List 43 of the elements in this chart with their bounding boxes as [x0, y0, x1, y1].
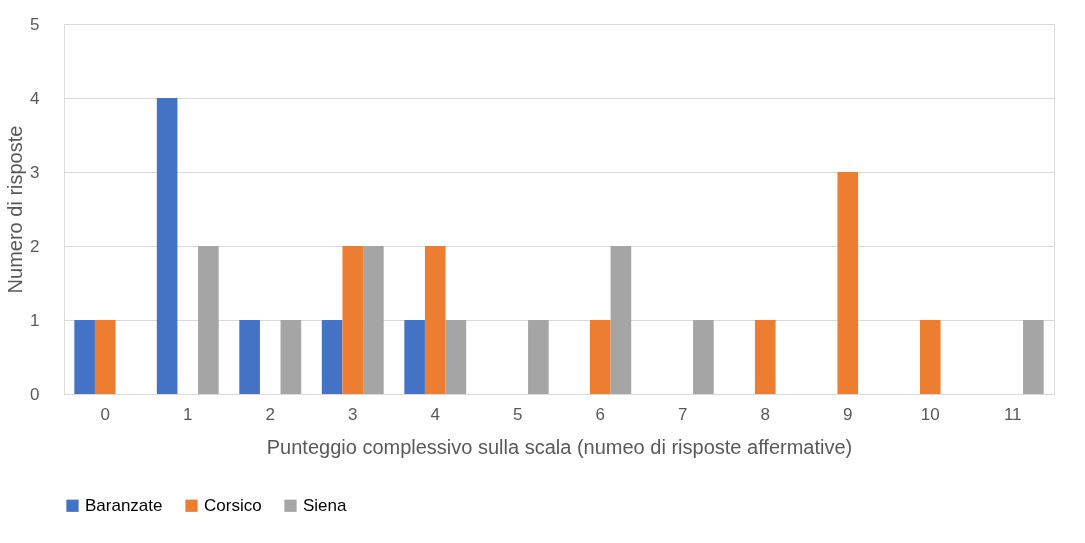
- y-tick-label: 3: [30, 162, 40, 182]
- bar: [342, 246, 364, 394]
- bar: [693, 320, 714, 394]
- x-tick-label: 6: [595, 404, 605, 424]
- bar: [74, 320, 95, 394]
- bar: [589, 320, 611, 394]
- bar: [156, 98, 178, 394]
- bar: [445, 320, 467, 394]
- bar: [610, 246, 632, 394]
- y-tick-label: 5: [30, 14, 40, 34]
- x-tick-label: 7: [678, 404, 688, 424]
- bar: [424, 246, 446, 394]
- bar: [321, 320, 343, 394]
- legend-label: Corsico: [204, 495, 262, 515]
- y-tick-label: 2: [30, 236, 40, 256]
- bar: [280, 320, 302, 394]
- bar: [1023, 320, 1044, 394]
- legend-label: Baranzate: [85, 495, 163, 515]
- x-tick-label: 11: [1003, 404, 1022, 424]
- legend-label: Siena: [303, 495, 348, 515]
- bar: [239, 320, 260, 394]
- x-tick-label: 1: [183, 404, 193, 424]
- x-axis-title: Punteggio complessivo sulla scala (numeo di risposte affermative): [266, 435, 853, 458]
- y-axis-title: Numero di risposte: [4, 125, 27, 294]
- y-tick-label: 1: [30, 310, 40, 330]
- y-tick-label: 0: [30, 384, 40, 404]
- x-tick-label: 4: [430, 404, 440, 424]
- bar: [754, 320, 776, 394]
- x-tick-label: 8: [760, 404, 770, 424]
- bar: [198, 246, 219, 394]
- bar: [404, 320, 425, 394]
- x-tick-label: 5: [513, 404, 523, 424]
- x-tick-label: 2: [265, 404, 275, 424]
- x-tick-label: 9: [843, 404, 853, 424]
- x-tick-label: 3: [348, 404, 358, 424]
- bar: [919, 320, 941, 394]
- bar: [94, 320, 116, 394]
- bar: [528, 320, 549, 394]
- y-tick-label: 4: [30, 88, 40, 108]
- x-tick-label: 10: [920, 404, 940, 424]
- x-tick-label: 0: [100, 404, 110, 424]
- bar: [363, 246, 384, 394]
- bar: [837, 172, 859, 394]
